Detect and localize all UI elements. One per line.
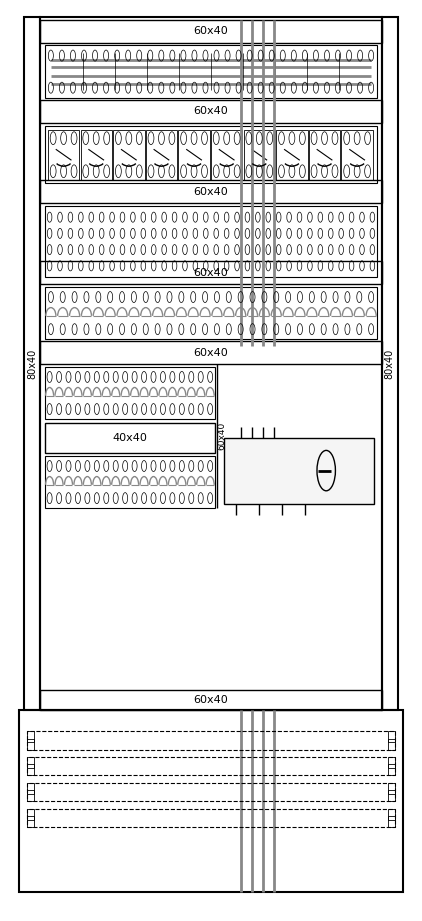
Text: 80x40: 80x40 <box>384 349 395 379</box>
Bar <box>27 816 34 827</box>
Bar <box>27 739 34 750</box>
Text: 40x40: 40x40 <box>112 433 147 443</box>
Bar <box>113 130 144 180</box>
Bar <box>27 757 34 768</box>
Bar <box>45 456 215 508</box>
Bar <box>381 17 398 710</box>
Bar <box>41 19 381 42</box>
Bar <box>211 130 242 180</box>
Bar <box>27 731 34 742</box>
Bar <box>41 99 381 122</box>
Bar <box>388 816 395 827</box>
Bar <box>388 731 395 742</box>
Bar <box>146 130 177 180</box>
Bar <box>24 17 41 710</box>
Bar <box>45 287 377 339</box>
Text: 60x40: 60x40 <box>194 26 228 36</box>
Bar <box>27 757 395 775</box>
Bar <box>309 130 340 180</box>
Text: 60x40: 60x40 <box>218 422 227 450</box>
Bar <box>388 790 395 801</box>
Bar <box>388 809 395 820</box>
Text: 60x40: 60x40 <box>194 268 228 278</box>
Bar <box>41 181 381 204</box>
Bar <box>27 783 34 794</box>
Bar <box>388 757 395 768</box>
Bar <box>41 262 381 285</box>
Bar <box>41 341 381 364</box>
Text: 60x40: 60x40 <box>194 106 228 116</box>
Bar <box>45 45 377 98</box>
Bar <box>27 790 34 801</box>
Text: 80x40: 80x40 <box>27 349 38 379</box>
Text: 60x40: 60x40 <box>194 695 228 705</box>
Bar <box>81 130 112 180</box>
Bar <box>243 130 275 180</box>
Bar <box>388 783 395 794</box>
Bar <box>276 130 308 180</box>
Bar <box>19 710 403 892</box>
Bar <box>388 764 395 775</box>
Bar <box>27 809 395 827</box>
Bar <box>45 126 377 183</box>
Bar <box>179 130 210 180</box>
Bar <box>45 367 215 419</box>
Bar <box>41 17 381 710</box>
Text: 60x40: 60x40 <box>194 347 228 357</box>
Bar <box>41 690 381 710</box>
Bar <box>27 764 34 775</box>
Bar <box>388 739 395 750</box>
Bar <box>48 130 79 180</box>
Bar <box>341 130 373 180</box>
Bar <box>224 437 374 504</box>
Bar <box>45 423 215 453</box>
Bar <box>27 783 395 801</box>
Text: 60x40: 60x40 <box>194 187 228 197</box>
Bar <box>45 206 377 277</box>
Bar <box>27 809 34 820</box>
Bar <box>27 731 395 750</box>
